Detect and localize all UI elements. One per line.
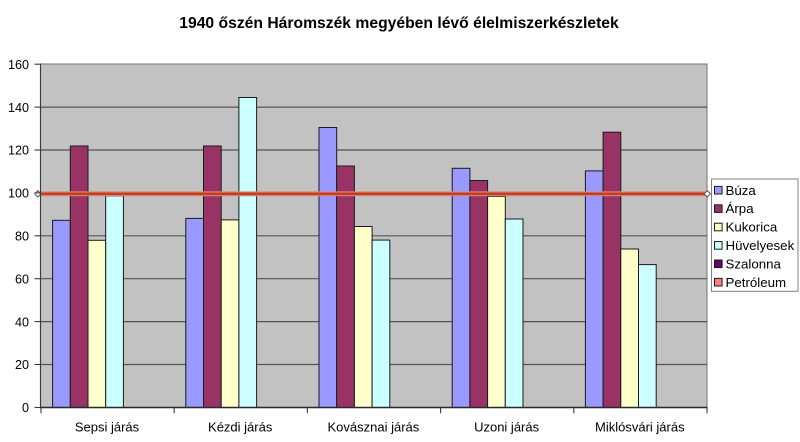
svg-text:Hüvelyesek: Hüvelyesek <box>726 238 795 253</box>
svg-text:80: 80 <box>15 230 29 244</box>
svg-text:1940 őszén Háromszék megyében: 1940 őszén Háromszék megyében lévő élelm… <box>179 15 619 32</box>
svg-text:0: 0 <box>22 401 29 415</box>
svg-text:Uzoni járás: Uzoni járás <box>474 419 540 434</box>
svg-text:100: 100 <box>8 187 29 201</box>
svg-text:160: 160 <box>8 58 29 72</box>
svg-text:Kovásznai járás: Kovásznai járás <box>328 419 420 434</box>
svg-text:140: 140 <box>8 101 29 115</box>
svg-text:20: 20 <box>15 358 29 372</box>
svg-text:40: 40 <box>15 315 29 329</box>
svg-text:120: 120 <box>8 144 29 158</box>
svg-text:Miklósvári járás: Miklósvári járás <box>595 419 685 434</box>
svg-text:60: 60 <box>15 272 29 286</box>
svg-text:Petróleum: Petróleum <box>726 275 787 290</box>
svg-text:Kukorica: Kukorica <box>726 220 778 235</box>
svg-text:Árpa: Árpa <box>726 201 755 216</box>
svg-text:Búza: Búza <box>726 183 757 198</box>
svg-text:Szalonna: Szalonna <box>726 256 782 271</box>
svg-text:Sepsi járás: Sepsi járás <box>75 419 140 434</box>
svg-text:Kézdi járás: Kézdi járás <box>208 419 273 434</box>
